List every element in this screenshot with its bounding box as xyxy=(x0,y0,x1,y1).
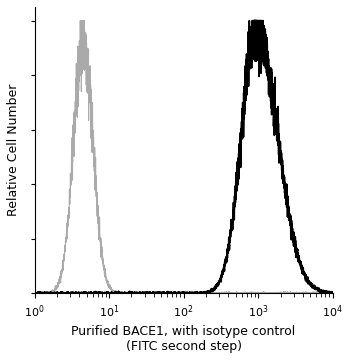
Y-axis label: Relative Cell Number: Relative Cell Number xyxy=(7,84,20,216)
X-axis label: Purified BACE1, with isotype control
(FITC second step): Purified BACE1, with isotype control (FI… xyxy=(71,325,296,353)
